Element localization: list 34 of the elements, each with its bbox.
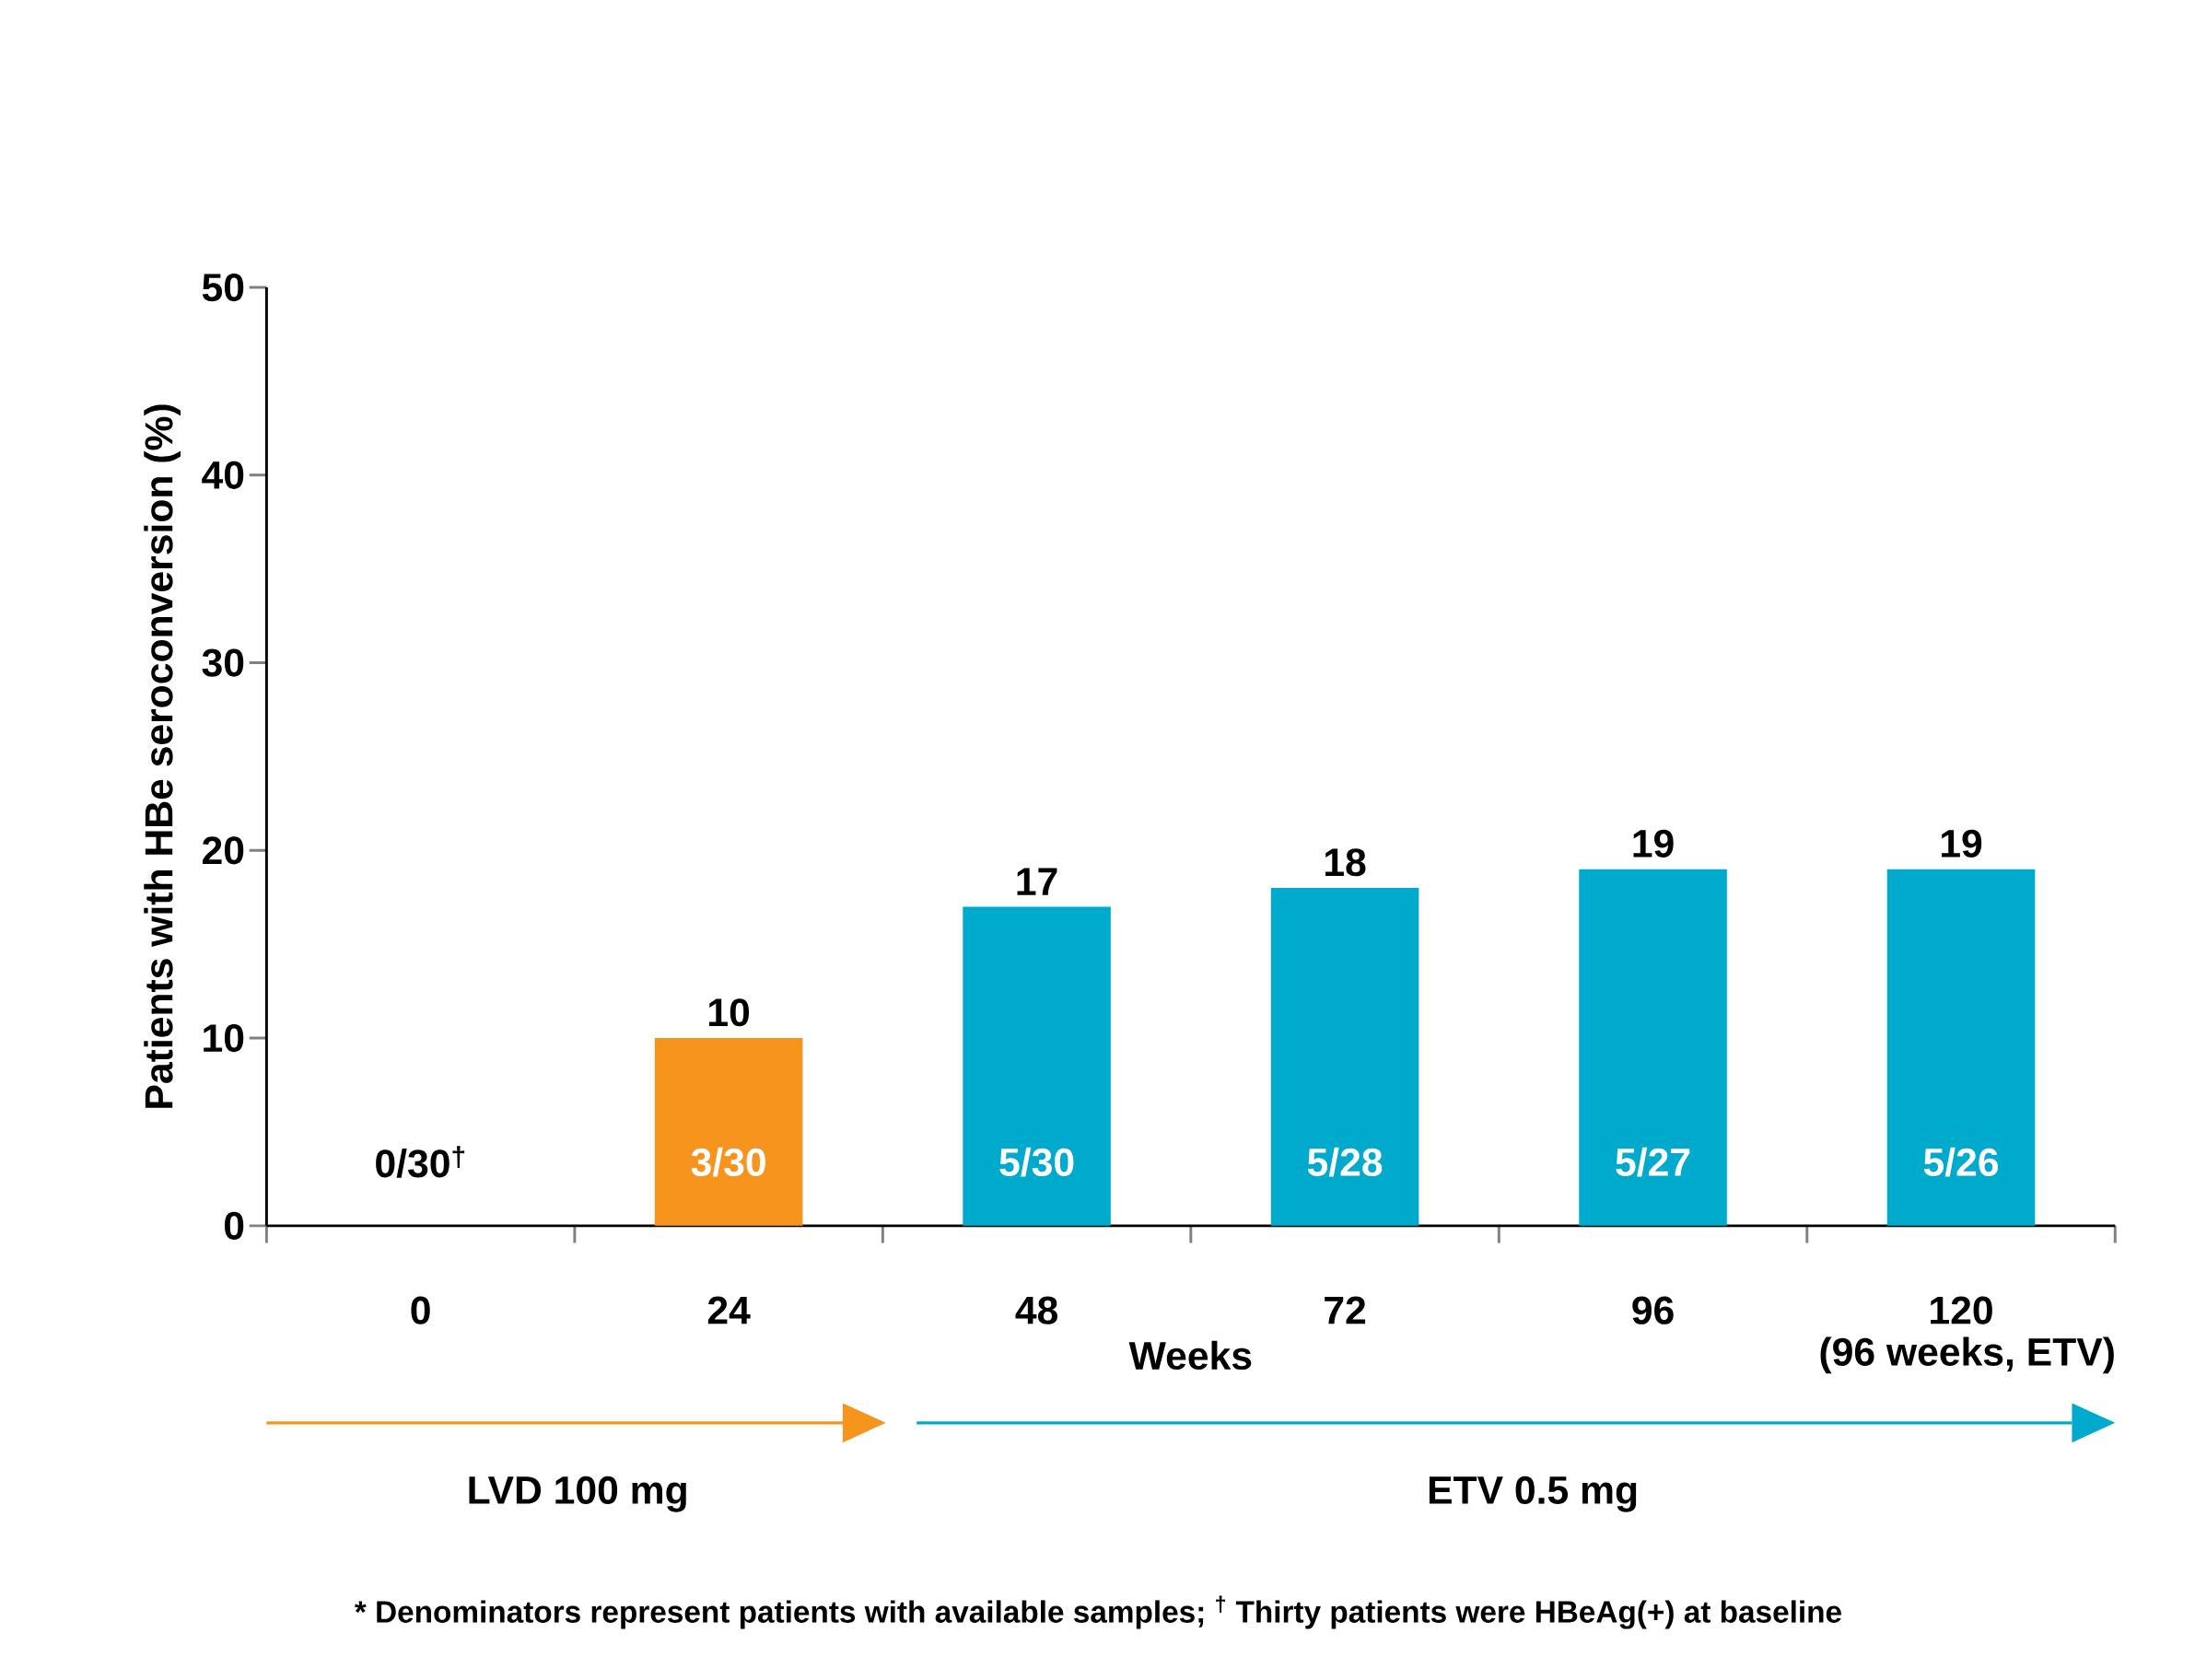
- bar: [1886, 869, 2036, 1226]
- x-tick-label: 24: [707, 1296, 751, 1324]
- text: (96 weeks, ETV): [1820, 1336, 2114, 1374]
- x-tick-label: 120: [1931, 1296, 1992, 1324]
- y-tick-label: 0: [224, 1211, 244, 1240]
- y-tick-label: 20: [203, 836, 244, 865]
- x-tick-label: 48: [1015, 1296, 1057, 1324]
- annotation: 5/26: [1923, 1147, 1999, 1177]
- text: ETV 0.5 mg: [1429, 1476, 1637, 1512]
- data-label: 19: [1941, 829, 1982, 858]
- annotation: 3/30: [691, 1147, 765, 1177]
- x-tick-label: 72: [1325, 1296, 1366, 1324]
- y-tick-label: 40: [202, 461, 244, 489]
- text: * Denominators represent patients with available samples; $^{†}$ Thirty patients were HBeAg(+) at baseline: [354, 1595, 1841, 1629]
- data-label: 19: [1633, 829, 1674, 858]
- bar: [1270, 887, 1419, 1226]
- data-label: 18: [1325, 848, 1366, 877]
- y-tick-label: 30: [202, 648, 244, 677]
- data-label: 10: [709, 998, 750, 1027]
- bar: [1579, 869, 1727, 1226]
- y-tick-label: 10: [204, 1023, 244, 1053]
- bar: [963, 906, 1111, 1226]
- annotation: 5/27: [1616, 1147, 1690, 1177]
- annotation: 5/28: [1307, 1147, 1383, 1177]
- text: LVD 100 mg: [469, 1476, 686, 1512]
- x-axis-title: Weeks: [1128, 1340, 1252, 1370]
- y-axis-title: Patients with HBe seroconversion (%): [144, 404, 181, 1108]
- x-tick-label: 0: [411, 1296, 430, 1324]
- bar: [654, 1037, 803, 1226]
- x-tick-label: 96: [1632, 1296, 1674, 1324]
- data-label: 17: [1017, 868, 1057, 895]
- annotation: 0/30$^{†}$: [376, 1146, 465, 1178]
- annotation: 5/30: [999, 1147, 1074, 1177]
- y-tick-label: 50: [202, 273, 244, 302]
